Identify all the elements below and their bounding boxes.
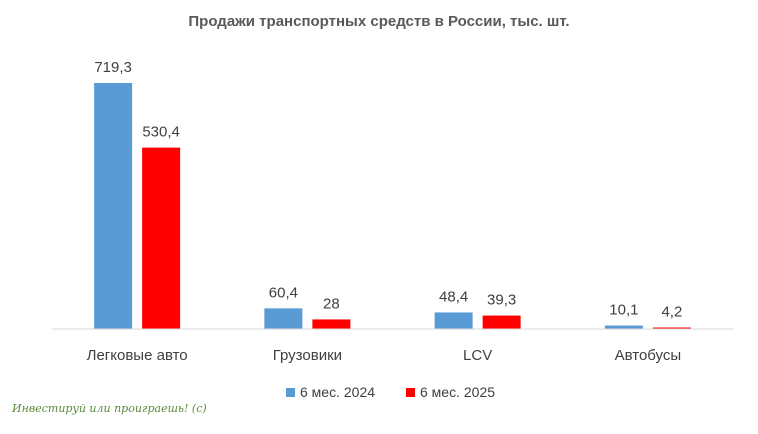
data-label-0-series-1: 530,4 [142, 124, 180, 141]
category-label-2: LCV [463, 347, 492, 364]
data-label-0-series-0: 719,3 [94, 59, 132, 76]
bar-2-series-1 [482, 315, 521, 329]
bar-3-series-0 [604, 325, 643, 329]
watermark: Инвестируй или проиграешь! (c) [12, 402, 207, 415]
data-label-2-series-0: 48,4 [439, 288, 468, 305]
category-label-0: Легковые авто [87, 347, 188, 364]
legend-swatch-0 [286, 388, 295, 397]
bar-0-series-0 [94, 83, 133, 329]
bar-1-series-1 [312, 319, 351, 329]
legend-label-0: 6 мес. 2024 [300, 384, 375, 400]
data-label-1-series-1: 28 [323, 295, 340, 312]
chart-title: Продажи транспортных средств в России, т… [188, 13, 569, 30]
legend: 6 мес. 2024 6 мес. 2025 [286, 384, 495, 400]
bars-layer [94, 83, 691, 329]
data-label-3-series-0: 10,1 [609, 302, 638, 319]
data-label-3-series-1: 4,2 [661, 304, 682, 321]
bar-0-series-1 [142, 147, 181, 329]
legend-label-1: 6 мес. 2025 [420, 384, 495, 400]
bar-2-series-0 [434, 312, 473, 329]
data-labels-layer: 719,3 530,4 60,4 28 48,4 39,3 10,1 4,2 [94, 59, 682, 321]
bar-1-series-0 [264, 308, 303, 329]
category-labels-layer: Легковые авто Грузовики LCV Автобусы [87, 347, 682, 364]
bar-3-series-1 [652, 327, 691, 329]
data-label-2-series-1: 39,3 [487, 292, 516, 309]
data-label-1-series-0: 60,4 [269, 284, 298, 301]
category-label-3: Автобусы [615, 347, 682, 364]
legend-swatch-1 [406, 388, 415, 397]
category-label-1: Грузовики [273, 347, 342, 364]
